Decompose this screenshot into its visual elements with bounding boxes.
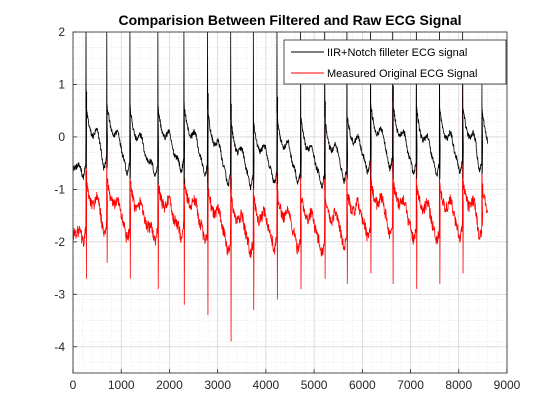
minor-grid [72, 32, 508, 374]
y-tick-label: 1 [58, 77, 65, 91]
x-tick-label: 5000 [301, 378, 328, 392]
legend-label-filtered: IIR+Notch filleter ECG signal [327, 47, 467, 59]
x-tick-label: 3000 [204, 378, 231, 392]
y-tick-label: -3 [54, 287, 65, 301]
x-tick-label: 0 [70, 378, 77, 392]
x-axis: 0 1000 2000 3000 4000 5000 6000 7000 8000 9000 [70, 369, 521, 392]
x-tick-label: 2000 [156, 378, 183, 392]
y-tick-label: 0 [58, 130, 65, 144]
x-tick-label: 4000 [253, 378, 280, 392]
y-tick-label: 2 [58, 25, 65, 39]
x-tick-label: 7000 [397, 378, 424, 392]
chart-title: Comparision Between Filtered and Raw ECG… [118, 12, 461, 28]
series-layer [73, 32, 489, 342]
plot-area [72, 31, 508, 374]
x-tick-label: 1000 [108, 378, 135, 392]
legend: IIR+Notch filleter ECG signal Measured O… [283, 39, 507, 85]
series-raw-line [73, 37, 489, 342]
series-filtered-line [73, 32, 489, 191]
y-tick-label: -2 [54, 235, 65, 249]
axes-box [72, 31, 508, 374]
legend-box [283, 39, 507, 85]
x-tick-label: 8000 [445, 378, 472, 392]
x-tick-label: 6000 [349, 378, 376, 392]
y-axis: 2 1 0 -1 -2 -3 -4 [54, 25, 77, 354]
axes-background [73, 32, 507, 373]
y-tick-label: -1 [54, 182, 65, 196]
y-tick-label: -4 [54, 340, 65, 354]
x-tick-label: 9000 [494, 378, 521, 392]
legend-label-raw: Measured Original ECG Signal [327, 68, 477, 80]
